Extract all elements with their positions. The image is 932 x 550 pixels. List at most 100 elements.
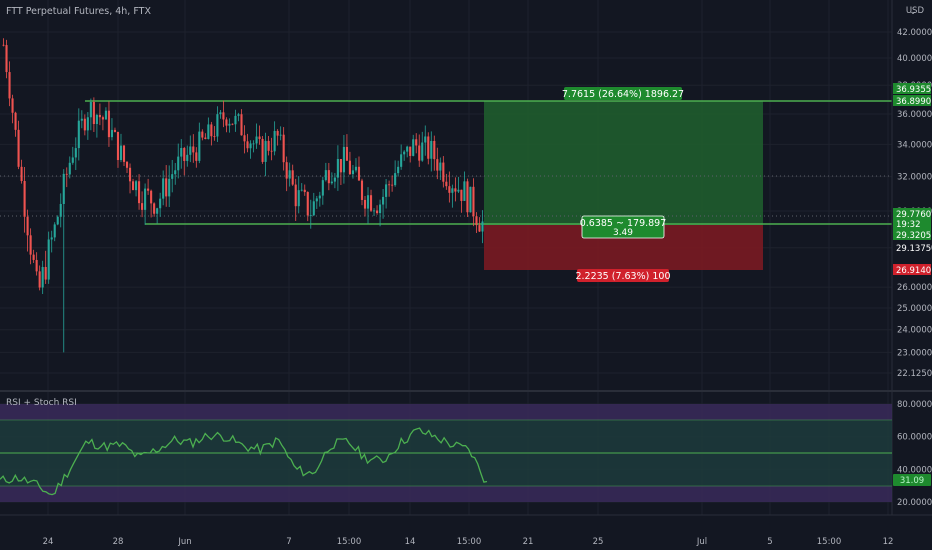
currency-arrow-icon[interactable]: ⌄ bbox=[909, 7, 917, 17]
candle bbox=[475, 212, 478, 233]
candle bbox=[174, 162, 177, 185]
time-tick-label: Jun bbox=[177, 537, 191, 547]
candle bbox=[273, 121, 276, 156]
candle bbox=[478, 217, 481, 232]
candle bbox=[454, 177, 457, 202]
candle bbox=[32, 249, 35, 263]
candle bbox=[297, 176, 300, 214]
candle bbox=[26, 209, 29, 252]
candle bbox=[150, 189, 153, 218]
candle bbox=[147, 178, 150, 195]
candle bbox=[363, 195, 367, 217]
candle bbox=[74, 137, 77, 170]
candle bbox=[83, 114, 86, 136]
candle bbox=[270, 137, 273, 161]
candle bbox=[348, 151, 351, 176]
time-axis[interactable]: 24 28 Jun 7 15:00 14 15:00 21 25 Jul 5 15:00 12 bbox=[43, 537, 894, 547]
svg-text:19:32: 19:32 bbox=[896, 220, 921, 230]
candle bbox=[339, 158, 342, 185]
candle bbox=[41, 260, 44, 295]
candle bbox=[17, 120, 20, 170]
candle bbox=[225, 117, 228, 133]
candle bbox=[144, 183, 147, 225]
candle bbox=[255, 123, 258, 149]
candle bbox=[397, 160, 400, 177]
candle bbox=[177, 143, 180, 179]
rsi-axis[interactable]: 80.0000 60.0000 40.0000 20.0000 bbox=[897, 400, 932, 508]
candle bbox=[222, 100, 225, 128]
profit-zone[interactable] bbox=[484, 101, 763, 225]
price-tick-label: 34.0000 bbox=[897, 140, 932, 150]
candle bbox=[357, 156, 361, 181]
rsi-oversold-band bbox=[0, 486, 892, 502]
loss-label[interactable]: 2.2235 (7.63%) 100 bbox=[575, 269, 671, 282]
candle bbox=[104, 107, 107, 120]
candle bbox=[5, 39, 8, 79]
entry-label-line2: 3.49 bbox=[613, 228, 633, 238]
candle bbox=[201, 129, 204, 141]
candle bbox=[65, 167, 68, 188]
candle bbox=[315, 195, 318, 209]
candle bbox=[122, 144, 126, 166]
candle bbox=[165, 165, 168, 207]
candle bbox=[131, 178, 135, 191]
candle bbox=[406, 145, 409, 158]
candle bbox=[372, 208, 376, 216]
rsi-overbought-band bbox=[0, 404, 892, 420]
candle bbox=[80, 110, 83, 129]
candle bbox=[306, 191, 309, 222]
price-badge: 26.9140 bbox=[893, 264, 931, 276]
candle bbox=[128, 163, 132, 194]
candle bbox=[156, 207, 159, 224]
rsi-panel-title[interactable]: RSI + Stoch RSI bbox=[6, 398, 77, 408]
candle bbox=[409, 146, 412, 163]
candle bbox=[116, 131, 120, 168]
candle bbox=[436, 147, 439, 180]
candle bbox=[171, 159, 174, 193]
candle bbox=[180, 139, 183, 169]
entry-label[interactable]: 0.6385 ~ 179.897 3.49 bbox=[580, 215, 667, 239]
candle bbox=[141, 191, 144, 218]
svg-text:26.9140: 26.9140 bbox=[896, 266, 931, 276]
price-tick-label: 22.1250 bbox=[897, 369, 932, 379]
candle bbox=[101, 115, 104, 131]
time-tick-label: 28 bbox=[113, 537, 124, 547]
candle bbox=[415, 133, 418, 154]
candle bbox=[360, 178, 364, 206]
candle bbox=[466, 178, 469, 217]
price-badge: 36.9355 bbox=[893, 83, 931, 95]
symbol-title[interactable]: FTT Perpetual Futures, 4h, FTX bbox=[6, 6, 151, 17]
candle bbox=[303, 184, 306, 196]
time-tick-label: 5 bbox=[767, 537, 772, 547]
candle bbox=[376, 205, 379, 215]
candle bbox=[366, 187, 370, 224]
candle bbox=[44, 250, 47, 284]
candle bbox=[403, 150, 406, 161]
candle bbox=[442, 156, 445, 188]
candle bbox=[327, 162, 330, 191]
candle bbox=[186, 145, 189, 167]
candle bbox=[424, 125, 427, 156]
candle bbox=[264, 132, 267, 177]
candle bbox=[249, 140, 252, 159]
price-badge: 19:32 bbox=[893, 218, 931, 230]
candle bbox=[29, 228, 32, 265]
entry-label-line1: 0.6385 ~ 179.897 bbox=[580, 218, 667, 229]
candle bbox=[385, 178, 388, 209]
candle bbox=[400, 144, 403, 170]
candle bbox=[345, 134, 348, 161]
candle bbox=[183, 146, 186, 176]
profit-label[interactable]: 7.7615 (26.64%) 1896.27 bbox=[562, 87, 684, 100]
svg-text:29.1375: 29.1375 bbox=[896, 244, 931, 254]
candle bbox=[89, 98, 92, 131]
candle bbox=[451, 184, 454, 208]
candle bbox=[56, 215, 59, 226]
candle bbox=[433, 135, 436, 171]
candle bbox=[35, 252, 38, 276]
candle bbox=[92, 97, 95, 133]
candle bbox=[330, 172, 333, 185]
candle bbox=[98, 103, 101, 126]
candle bbox=[463, 171, 466, 202]
